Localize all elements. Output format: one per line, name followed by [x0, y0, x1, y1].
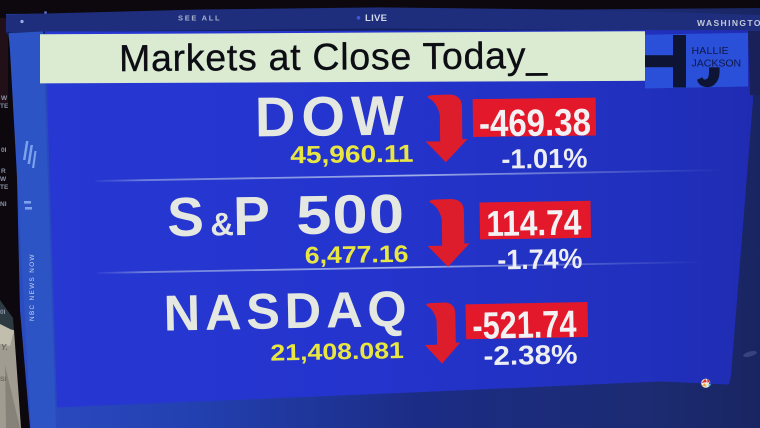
svg-text:W: W — [1, 95, 8, 102]
svg-text:Markets at Close Today_: Markets at Close Today_ — [119, 34, 548, 79]
svg-text:SEE ALL: SEE ALL — [178, 14, 221, 23]
svg-text:NI: NI — [0, 201, 7, 208]
svg-text:500: 500 — [296, 182, 406, 246]
svg-text:21,408.081: 21,408.081 — [270, 338, 404, 366]
svg-text:-1.74%: -1.74% — [497, 243, 583, 275]
svg-text:-521.74: -521.74 — [472, 304, 577, 348]
svg-text:-2.38%: -2.38% — [483, 339, 578, 371]
svg-text:NBC NEWS NOW: NBC NEWS NOW — [29, 253, 36, 321]
svg-text:R: R — [1, 168, 6, 175]
svg-text:45,960.11: 45,960.11 — [290, 139, 414, 168]
svg-text:0I: 0I — [0, 309, 6, 316]
svg-text:W: W — [0, 176, 7, 183]
svg-text:114.74: 114.74 — [486, 202, 582, 244]
svg-text:0I: 0I — [1, 147, 7, 154]
svg-text:TE: TE — [0, 184, 9, 191]
svg-text:HALLIE: HALLIE — [692, 45, 729, 57]
svg-text:DOW: DOW — [254, 84, 404, 149]
svg-text:&: & — [210, 206, 234, 242]
svg-text:LIVE: LIVE — [365, 13, 387, 24]
svg-text:TE: TE — [0, 103, 9, 110]
svg-text:-469.38: -469.38 — [479, 102, 592, 145]
svg-text:6,477.16: 6,477.16 — [305, 241, 409, 269]
svg-text:SI: SI — [0, 376, 6, 383]
svg-text:P: P — [233, 185, 271, 248]
svg-text:Y.: Y. — [1, 343, 8, 352]
svg-text:S: S — [167, 186, 205, 249]
svg-text:-1.01%: -1.01% — [501, 142, 587, 174]
svg-text:JACKSON: JACKSON — [692, 58, 742, 70]
